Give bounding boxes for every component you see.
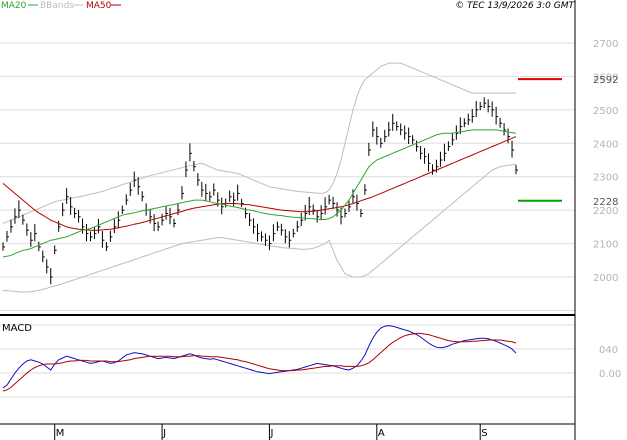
price-tick-label: 2100 <box>593 240 618 251</box>
price-tick-label: 2600 <box>593 72 618 83</box>
price-bars <box>2 97 518 285</box>
copyright-text: © TEC 13/9/2026 3:0 GMT <box>455 1 575 11</box>
legend-label-ma20: MA20 <box>1 1 27 11</box>
legend-label-bbands: BBands <box>40 1 74 11</box>
bband-lower-line <box>2 163 517 293</box>
bollinger-bands <box>2 62 517 293</box>
price-tick-label: 2500 <box>593 106 618 117</box>
macd-axis: 0.00 040 <box>599 345 621 380</box>
level-label: 2592 <box>593 75 618 86</box>
price-axis: 2000 2100 2200 2300 2400 2500 2600 2700 <box>593 39 618 284</box>
price-tick-label: 2300 <box>593 173 618 184</box>
price-tick-label: 2200 <box>593 206 618 217</box>
macd-lines <box>2 325 517 392</box>
x-tick-label: J <box>269 428 273 439</box>
signal-line <box>2 332 517 392</box>
macd-tick-label: 0.00 <box>599 369 621 380</box>
macd-panel: MACD 0.00 040 <box>2 323 621 392</box>
ma20-line <box>2 129 517 258</box>
macd-title: MACD <box>2 323 32 334</box>
price-tick-label: 2400 <box>593 139 618 150</box>
bband-upper-line <box>2 62 516 224</box>
gridlines <box>0 42 575 398</box>
x-tick-label: S <box>481 428 487 439</box>
legend: MA20 BBands MA50 <box>1 1 121 11</box>
price-panel: 2000 2100 2200 2300 2400 2500 2600 2700 2592 222… <box>2 39 618 293</box>
moving-averages <box>2 129 517 258</box>
macd-tick-label: 040 <box>599 345 618 356</box>
price-tick-label: 2000 <box>593 273 618 284</box>
x-tick-label: M <box>56 428 65 439</box>
macd-line <box>2 325 517 389</box>
level-annotations: 2592 2228 <box>518 75 618 208</box>
price-tick-label: 2700 <box>593 39 618 50</box>
ma50-line <box>2 136 517 231</box>
legend-label-ma50: MA50 <box>86 1 112 11</box>
level-label: 2228 <box>593 197 618 208</box>
x-tick-label: A <box>378 428 385 439</box>
x-tick-label: J <box>162 428 166 439</box>
